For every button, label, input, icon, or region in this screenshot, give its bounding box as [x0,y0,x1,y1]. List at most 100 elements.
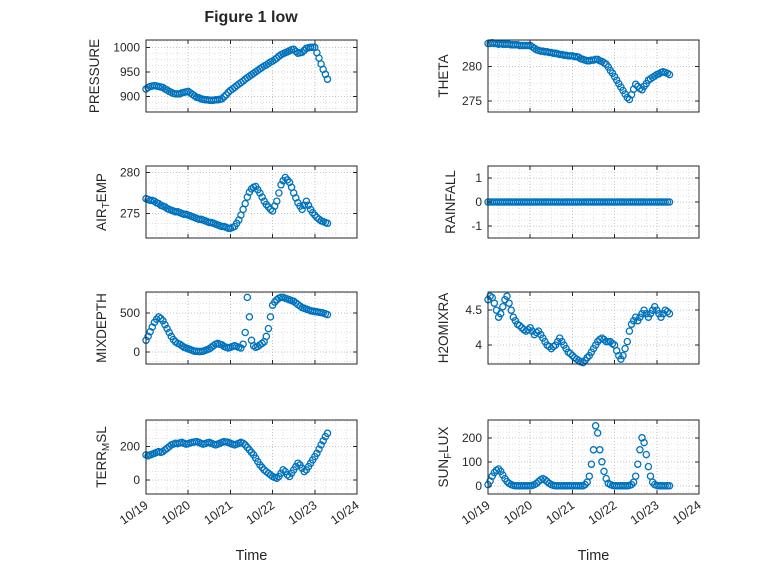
data-point-marker [275,189,283,197]
data-point-marker [665,70,674,79]
y-tick-label: 200 [120,440,140,454]
data-point-marker [515,321,524,330]
y-tick-label: 200 [462,431,482,445]
data-point-marker [507,306,515,314]
data-point-marker [294,459,302,467]
data-points [142,43,332,104]
data-point-marker [587,460,596,468]
tick-marks [145,166,358,238]
data-point-marker [169,335,178,344]
h2omixra-ylabel: H2OMIXRA [436,293,451,364]
x-tick-label: 10/22 [244,498,278,527]
data-point-marker [490,299,499,307]
data-point-marker [319,437,327,445]
data-points [142,173,332,232]
data-point-marker [665,198,674,206]
x-tick-label: 10/22 [586,498,620,527]
tick-marks [145,40,358,112]
data-point-marker [157,314,165,323]
tick-marks [487,166,700,238]
sun_flux-subplot: 0 100 200 10/19 10/20 10/21 10/22 10/23 10/24 SUN… [436,419,704,527]
data-point-marker [239,439,247,448]
data-point-marker [621,344,629,353]
x-tick-label: 10/23 [628,498,662,527]
data-point-marker [161,320,169,329]
y-tick-label: 0 [475,479,482,493]
data-point-marker [577,482,585,490]
x-tick-label: 10/20 [501,498,535,527]
data-point-marker [631,472,640,480]
data-point-marker [583,353,591,362]
air_temp-subplot: 275 280 AIRTEMP [94,165,358,239]
data-point-marker [499,302,507,311]
x-tick-label: 10/23 [286,498,320,527]
data-point-marker [277,181,285,189]
data-point-marker [600,467,608,476]
data-point-marker [245,313,254,321]
data-point-marker [625,327,634,335]
axes-box [487,419,700,495]
terr_msl-subplot: 0 200 10/19 10/20 10/21 10/22 10/23 10/24 TERRMS… [94,419,362,527]
mixdepth-subplot: 0 500 MIXDEPTH [94,291,358,365]
data-point-marker [239,340,247,348]
x-tick-label: 10/24 [328,498,362,527]
data-point-marker [302,197,311,205]
data-point-marker [315,445,323,453]
data-point-marker [566,349,575,358]
data-point-marker [323,219,332,228]
data-point-marker [159,317,167,325]
data-point-marker [258,339,266,348]
tick-marks [487,292,700,364]
data-point-marker [623,337,632,346]
y-tick-label: 0 [133,345,140,359]
data-point-marker [241,199,249,208]
data-point-marker [619,351,627,360]
major-grid-lines [488,166,699,238]
data-point-marker [270,298,279,306]
data-point-marker [256,189,264,197]
data-point-marker [532,479,541,488]
data-point-marker [591,422,600,430]
x-tick-label: 10/19 [459,498,493,527]
x-tick-label: 10/19 [117,498,151,527]
y-tick-label: -1 [471,219,482,233]
data-points [142,293,332,356]
terr_msl-ylabel: TERRMSL [94,426,112,488]
data-point-marker [243,293,252,302]
data-point-marker [323,310,332,319]
data-point-marker [298,48,306,56]
x-tick-label: 10/20 [159,498,193,527]
data-points [484,198,674,206]
rainfall-ylabel: RAINFALL [443,170,458,234]
data-point-marker [258,193,266,201]
data-point-marker [593,429,602,437]
pressure-subplot: 900 950 1000 PRESSURE [87,39,358,113]
data-point-marker [266,313,275,321]
y-tick-label: 500 [120,306,140,320]
data-point-marker [634,460,642,468]
figure-title: Figure 1 low [204,9,298,26]
minor-grid-lines [146,292,357,364]
data-point-marker [524,325,532,334]
data-point-marker [289,45,298,54]
y-tick-label: 900 [120,89,140,103]
y-tick-label: 280 [120,166,140,180]
data-point-marker [241,328,249,337]
data-point-marker [323,75,332,83]
data-point-marker [642,450,651,459]
y-tick-label: 1 [475,171,482,185]
data-point-marker [148,323,157,331]
data-point-marker [496,309,505,318]
data-points [142,429,332,482]
data-point-marker [663,307,672,316]
data-point-marker [661,198,669,206]
data-points [484,39,674,104]
data-points [484,292,674,367]
y-tick-label: 100 [462,455,482,469]
mixdepth-ylabel: MIXDEPTH [94,293,109,363]
x-tick-label: 10/21 [201,498,235,527]
tick-marks [145,292,358,364]
data-point-marker [503,292,511,300]
y-tick-label: 280 [462,59,482,73]
data-point-marker [300,467,309,476]
